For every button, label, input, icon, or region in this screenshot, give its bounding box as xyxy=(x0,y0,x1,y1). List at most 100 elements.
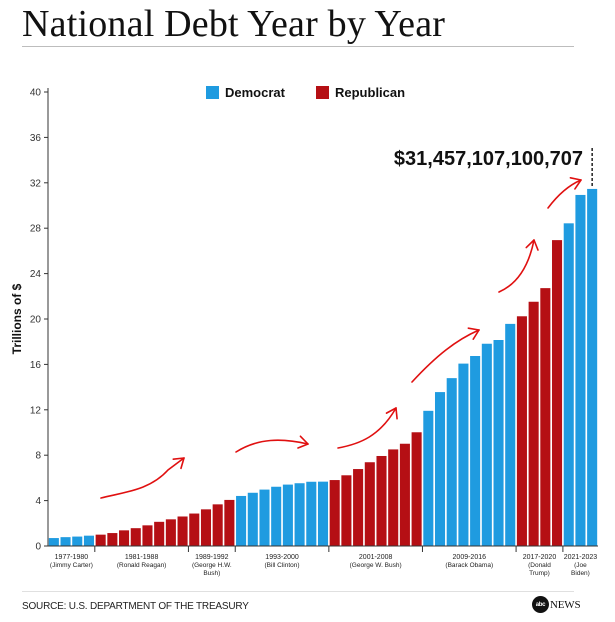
bar-1982 xyxy=(107,533,118,546)
x-group-president: (Ronald Reagan) xyxy=(117,562,167,569)
bars xyxy=(48,188,598,546)
bar-1995 xyxy=(259,489,270,546)
bar-1994 xyxy=(247,492,258,546)
y-tick-label: 36 xyxy=(30,133,42,144)
bar-1992 xyxy=(224,499,235,546)
chart-title: National Debt Year by Year xyxy=(22,3,446,45)
x-group-president: (Jimmy Carter) xyxy=(50,562,93,569)
y-tick-label: 32 xyxy=(30,178,42,189)
y-tick-label: 40 xyxy=(30,88,42,99)
x-group-years: 2017-2020 xyxy=(523,554,557,561)
news-wordmark: NEWS xyxy=(550,598,581,611)
bar-1977 xyxy=(48,538,59,546)
abc-news-logo: abc NEWS xyxy=(532,596,581,613)
bar-2019 xyxy=(540,288,551,546)
bar-1987 xyxy=(165,519,176,546)
abc-logo-mark: abc xyxy=(532,596,549,613)
bar-2014 xyxy=(481,343,492,546)
y-tick-label: 16 xyxy=(30,360,42,371)
x-group-president: Biden) xyxy=(571,570,590,577)
legend-swatch-republican xyxy=(316,86,329,99)
x-group-president: Bush) xyxy=(203,570,220,577)
bar-1999 xyxy=(306,481,317,546)
bar-1985 xyxy=(142,525,153,546)
y-tick-label: 12 xyxy=(30,405,42,416)
red-arrow xyxy=(337,407,397,449)
bar-1981 xyxy=(95,534,106,546)
bar-2005 xyxy=(376,455,387,546)
x-group-years: 2001-2008 xyxy=(359,554,393,561)
x-axis: 1977-1980(Jimmy Carter) 1981-1988(Ronald … xyxy=(48,545,598,577)
x-group-years: 2009-2016 xyxy=(453,554,487,561)
red-arrow-head xyxy=(569,177,582,190)
red-arrow xyxy=(100,457,185,499)
bar-2010 xyxy=(434,392,446,546)
bar-1979 xyxy=(72,536,83,546)
bar-2017 xyxy=(516,316,527,546)
bar-1980 xyxy=(83,535,94,546)
x-group-president: (Joe xyxy=(574,562,587,569)
red-arrow-head xyxy=(172,457,185,470)
bar-1993 xyxy=(236,495,247,546)
bar-2001 xyxy=(329,480,340,546)
x-group-president: (George W. Bush) xyxy=(350,562,402,569)
bar-1986 xyxy=(154,521,165,546)
bar-1997 xyxy=(282,484,293,546)
bar-2018 xyxy=(528,301,539,546)
x-group-years: 1993-2000 xyxy=(265,554,299,561)
total-debt-callout: $31,457,107,100,707 xyxy=(394,148,583,170)
bar-2009 xyxy=(423,410,434,546)
y-axis-title: Trillions of $ xyxy=(10,283,24,354)
red-arrow-head xyxy=(385,407,398,420)
x-group-president: (George H.W. xyxy=(192,562,232,569)
x-group-years: 1981-1988 xyxy=(125,554,159,561)
x-group-president: (Donald xyxy=(528,562,551,569)
legend-label-republican: Republican xyxy=(335,85,405,100)
y-tick-label: 8 xyxy=(35,451,41,462)
red-arrow xyxy=(411,329,480,383)
x-group-years: 1989-1992 xyxy=(195,554,229,561)
bar-1984 xyxy=(130,528,141,546)
bar-2008 xyxy=(411,432,422,546)
legend: Democrat Republican xyxy=(206,85,405,100)
red-arrow-head xyxy=(297,435,309,449)
red-arrow xyxy=(235,439,309,453)
bar-1998 xyxy=(294,483,305,546)
red-arrow-head xyxy=(525,239,539,251)
bar-2022 xyxy=(575,194,586,546)
bar-1989 xyxy=(189,513,200,546)
annotation-arrows xyxy=(100,177,582,499)
x-group-president: (Barack Obama) xyxy=(445,562,493,569)
legend-label-democrat: Democrat xyxy=(225,85,286,100)
bar-1983 xyxy=(119,530,130,546)
y-axis: 0 4 8 12 16 20 24 28 32 36 40 Trillions of $ xyxy=(10,88,49,553)
red-arrow xyxy=(547,179,582,209)
callout: $31,457,107,100,707 xyxy=(394,148,593,187)
x-group-president: (Bill Clinton) xyxy=(265,562,300,569)
bar-1996 xyxy=(271,486,282,546)
debt-bar-chart: 0 4 8 12 16 20 24 28 32 36 40 Trillions of $ 1977-1… xyxy=(10,85,598,577)
bar-1991 xyxy=(212,504,223,546)
bar-2000 xyxy=(317,481,329,546)
x-group-years: 2021-2023 xyxy=(564,554,598,561)
bar-2023 xyxy=(587,188,598,546)
bar-2007 xyxy=(399,443,410,546)
bar-2020 xyxy=(552,240,563,546)
red-arrow-head xyxy=(467,327,480,340)
bar-2021 xyxy=(563,223,574,546)
bar-1988 xyxy=(177,516,188,546)
bar-2016 xyxy=(505,323,516,546)
x-group-president: Trump) xyxy=(529,570,550,577)
red-arrow xyxy=(498,239,535,293)
bar-1978 xyxy=(60,537,71,546)
bar-2004 xyxy=(364,462,375,546)
footer-divider xyxy=(22,591,574,592)
source-note: SOURCE: U.S. DEPARTMENT OF THE TREASURY xyxy=(22,601,249,612)
y-tick-label: 4 xyxy=(35,496,41,507)
legend-swatch-democrat xyxy=(206,86,219,99)
y-tick-label: 24 xyxy=(30,269,42,280)
y-tick-label: 0 xyxy=(35,542,41,553)
y-tick-label: 28 xyxy=(30,224,42,235)
bar-2013 xyxy=(470,356,481,546)
bar-1990 xyxy=(200,509,212,546)
